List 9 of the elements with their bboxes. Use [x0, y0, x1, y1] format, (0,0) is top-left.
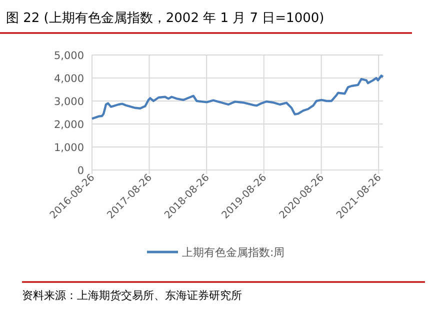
y-tick-label: 5,000 — [54, 50, 84, 62]
y-tick-label: 1,000 — [54, 142, 84, 154]
y-tick-label: 4,000 — [54, 73, 84, 85]
legend-label: 上期有色金属指数:周 — [182, 246, 285, 259]
y-tick-label: 2,000 — [54, 119, 84, 131]
title: 图 22 (上期有色金属指数，2002 年 1 月 7 日=1000) — [6, 11, 324, 26]
text: 资料来源：上海期货交易所、东海证券研究所 — [22, 289, 242, 302]
y-tick-label: 3,000 — [54, 96, 84, 108]
y-tick-label: 0 — [77, 165, 84, 177]
